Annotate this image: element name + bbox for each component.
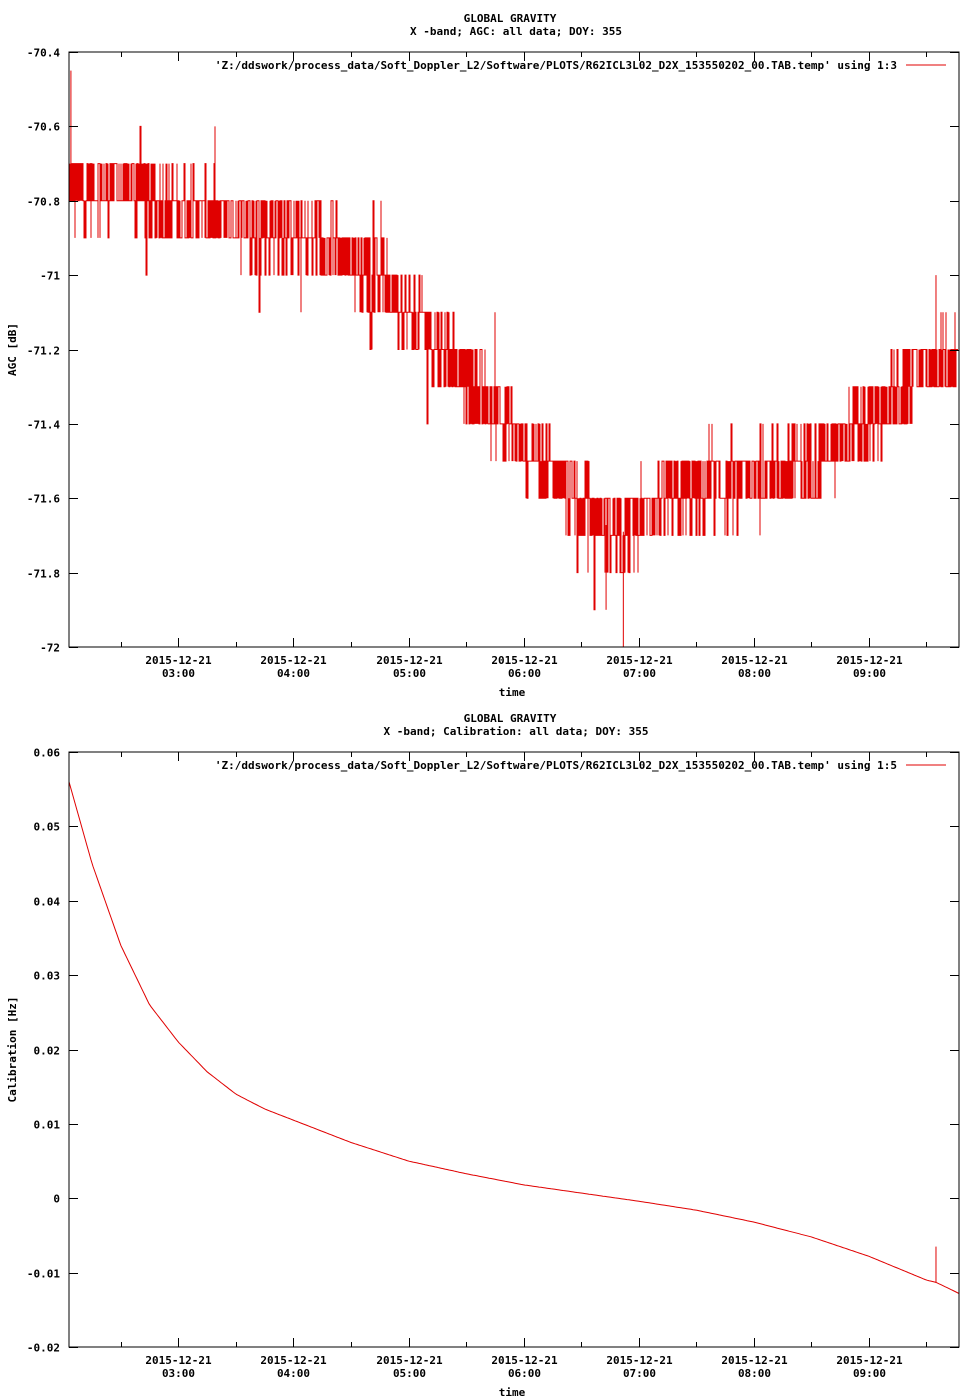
x-tick-label: 04:00 bbox=[277, 1367, 310, 1380]
y-tick-label: 0.01 bbox=[34, 1119, 61, 1132]
y-tick-label: 0.02 bbox=[34, 1045, 61, 1058]
x-tick-label: 06:00 bbox=[508, 667, 541, 680]
axes: -0.02 -0.01 0 0.01 0.02 0.03 0.04 0.05 0.06 2015-… bbox=[27, 747, 959, 1380]
x-tick-label: 2015-12-21 bbox=[606, 654, 673, 667]
x-tick-label: 08:00 bbox=[738, 667, 771, 680]
x-tick-label: 06:00 bbox=[508, 1367, 541, 1380]
series-agc bbox=[69, 70, 958, 647]
y-tick-label: -71.8 bbox=[27, 568, 60, 581]
y-tick-label: -72 bbox=[40, 642, 60, 655]
x-tick-label: 03:00 bbox=[162, 667, 195, 680]
y-tick-label: 0.03 bbox=[34, 970, 61, 983]
x-tick-label: 2015-12-21 bbox=[260, 1354, 327, 1367]
x-tick-label: 2015-12-21 bbox=[491, 1354, 558, 1367]
chart-subtitle: X -band; AGC: all data; DOY: 355 bbox=[410, 25, 622, 38]
x-tick-label: 08:00 bbox=[738, 1367, 771, 1380]
y-tick-label: 0.06 bbox=[34, 747, 61, 760]
y-tick-label: -70.4 bbox=[27, 47, 60, 60]
x-tick-label: 2015-12-21 bbox=[721, 1354, 788, 1367]
x-tick-label: 07:00 bbox=[623, 1367, 656, 1380]
y-tick-label: -0.01 bbox=[27, 1268, 60, 1281]
y-tick-label: 0.05 bbox=[34, 821, 61, 834]
series-calibration bbox=[68, 781, 960, 1294]
y-tick-label: -71.2 bbox=[27, 345, 60, 358]
y-tick-label: -0.02 bbox=[27, 1342, 60, 1355]
y-axis-label: Calibration [Hz] bbox=[6, 997, 19, 1103]
x-tick-label: 2015-12-21 bbox=[836, 1354, 903, 1367]
x-tick-label: 05:00 bbox=[393, 1367, 426, 1380]
y-tick-label: -70.8 bbox=[27, 196, 60, 209]
chart-subtitle: X -band; Calibration: all data; DOY: 355 bbox=[384, 725, 649, 738]
x-tick-label: 09:00 bbox=[853, 1367, 886, 1380]
y-tick-label: -71.6 bbox=[27, 493, 60, 506]
legend-label: 'Z:/ddswork/process_data/Soft_Doppler_L2… bbox=[215, 59, 897, 72]
x-tick-label: 2015-12-21 bbox=[491, 654, 558, 667]
x-tick-label: 2015-12-21 bbox=[606, 1354, 673, 1367]
chart-title: GLOBAL GRAVITY bbox=[464, 712, 557, 725]
series-line bbox=[68, 781, 960, 1294]
x-tick-label: 2015-12-21 bbox=[836, 654, 903, 667]
x-tick-label: 2015-12-21 bbox=[376, 654, 443, 667]
x-tick-label: 03:00 bbox=[162, 1367, 195, 1380]
y-tick-label: -71 bbox=[40, 270, 60, 283]
y-tick-label: 0.04 bbox=[34, 896, 61, 909]
axes: -72 -71.8 -71.6 -71.4 -71.2 -71 -70.8 -70.6 -70.… bbox=[27, 47, 959, 680]
x-tick-label: 2015-12-21 bbox=[145, 1354, 212, 1367]
x-tick-label: 2015-12-21 bbox=[721, 654, 788, 667]
x-tick-label: 2015-12-21 bbox=[260, 654, 327, 667]
x-tick-label: 2015-12-21 bbox=[145, 654, 212, 667]
y-tick-label: -70.6 bbox=[27, 121, 60, 134]
x-tick-label: 04:00 bbox=[277, 667, 310, 680]
x-tick-label: 09:00 bbox=[853, 667, 886, 680]
plot-frame bbox=[68, 751, 960, 1348]
x-tick-label: 2015-12-21 bbox=[376, 1354, 443, 1367]
x-tick-label: 05:00 bbox=[393, 667, 426, 680]
y-axis-label: AGC [dB] bbox=[6, 323, 19, 376]
plot-frame bbox=[68, 51, 960, 648]
x-axis-label: time bbox=[499, 686, 526, 699]
legend-label: 'Z:/ddswork/process_data/Soft_Doppler_L2… bbox=[215, 759, 897, 772]
calibration-chart: GLOBAL GRAVITY X -band; Calibration: all… bbox=[6, 712, 960, 1399]
x-axis-label: time bbox=[499, 1386, 526, 1399]
y-tick-label: -71.4 bbox=[27, 419, 60, 432]
y-tick-label: 0 bbox=[53, 1193, 60, 1206]
agc-chart: GLOBAL GRAVITY X -band; AGC: all data; D… bbox=[6, 12, 960, 699]
series-line bbox=[69, 125, 958, 611]
chart-title: GLOBAL GRAVITY bbox=[464, 12, 557, 25]
x-tick-label: 07:00 bbox=[623, 667, 656, 680]
